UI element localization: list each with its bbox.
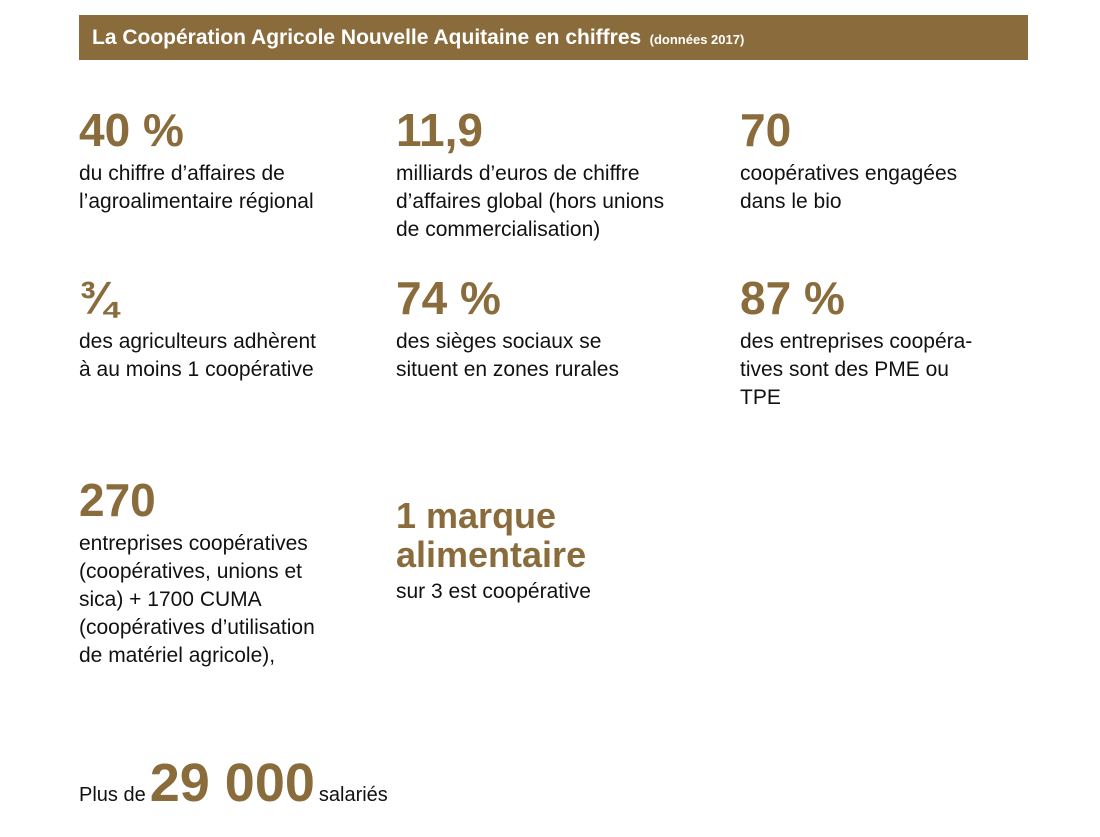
description-line: coopératives engagées bbox=[740, 162, 958, 185]
description-line: entreprises coopératives bbox=[79, 532, 308, 555]
stat-item: 40 % du chiffre d’affaires de l’agroalimen… bbox=[79, 104, 379, 216]
header-subtitle: (données 2017) bbox=[649, 32, 745, 47]
description-line: de commercialisation) bbox=[396, 218, 601, 241]
stat-description: sur 3 est coopérative bbox=[396, 578, 696, 606]
stat-description: des agriculteurs adhèrent à au moins 1 co… bbox=[79, 328, 379, 384]
description-line: des agriculteurs adhèrent bbox=[79, 330, 316, 353]
stat-item: ¾ des agriculteurs adhèrent à au moins 1 c… bbox=[79, 272, 379, 384]
description-line: à au moins 1 coopérative bbox=[79, 358, 314, 381]
description-line: milliards d’euros de chiffre bbox=[396, 162, 640, 185]
description-line: (coopératives d’utilisation bbox=[79, 616, 315, 639]
footer-value: 29 000 bbox=[149, 753, 315, 813]
footer-suffix: salariés bbox=[318, 784, 388, 806]
stat-description: entreprises coopératives (coopératives, u… bbox=[79, 530, 379, 670]
description-line: des entreprises coopéra- bbox=[740, 330, 973, 353]
stat-description: coopératives engagées dans le bio bbox=[740, 160, 1040, 216]
stat-value: 70 bbox=[740, 104, 792, 156]
description-line: sur 3 est coopérative bbox=[396, 580, 591, 603]
description-line: d’affaires global (hors unions bbox=[396, 190, 665, 213]
description-line: (coopératives, unions et bbox=[79, 560, 302, 583]
stat-value: 1 marque alimentaire bbox=[396, 495, 587, 575]
stat-value: 11,9 bbox=[396, 104, 483, 156]
description-line: de matériel agricole), bbox=[79, 644, 276, 667]
description-line: sica) + 1700 CUMA bbox=[79, 588, 262, 611]
stat-item: 74 % des sièges sociaux se situent en zone… bbox=[396, 272, 696, 384]
stat-item: 87 % des entreprises coopéra-tives sont d… bbox=[740, 272, 1040, 412]
stat-item: 70 coopératives engagées dans le bio bbox=[740, 104, 1040, 216]
description-line: l’agroalimentaire régional bbox=[79, 190, 314, 213]
header-bar: La Coopération Agricole Nouvelle Aquitai… bbox=[79, 15, 1028, 60]
stat-value: 270 bbox=[79, 474, 156, 526]
stat-value: 74 % bbox=[396, 272, 501, 324]
stat-description: milliards d’euros de chiffre d’affaires g… bbox=[396, 160, 696, 244]
stat-item: 1 marque alimentaire sur 3 est coopérativ… bbox=[396, 496, 696, 606]
stat-item: 11,9 milliards d’euros de chiffre d’affair… bbox=[396, 104, 696, 244]
description-line: situent en zones rurales bbox=[396, 358, 619, 381]
description-line: dans le bio bbox=[740, 190, 842, 213]
stat-description: du chiffre d’affaires de l’agroalimentair… bbox=[79, 160, 379, 216]
description-line: du chiffre d’affaires de bbox=[79, 162, 285, 185]
stat-value: 40 % bbox=[79, 104, 184, 156]
stat-value: 87 % bbox=[740, 272, 845, 324]
footer-prefix: Plus de bbox=[79, 784, 146, 806]
header-title: La Coopération Agricole Nouvelle Aquitai… bbox=[92, 26, 642, 49]
stat-description: des sièges sociaux se situent en zones ru… bbox=[396, 328, 696, 384]
description-line: tives sont des PME ou bbox=[740, 358, 949, 381]
stat-item: 270 entreprises coopératives (coopératives… bbox=[79, 474, 379, 670]
stat-description: des entreprises coopéra-tives sont des P… bbox=[740, 328, 1040, 412]
stat-value: ¾ bbox=[79, 272, 118, 324]
description-line: TPE bbox=[740, 386, 781, 409]
description-line: des sièges sociaux se bbox=[396, 330, 602, 353]
footer: Plus de29 000 salariés bbox=[79, 752, 388, 814]
